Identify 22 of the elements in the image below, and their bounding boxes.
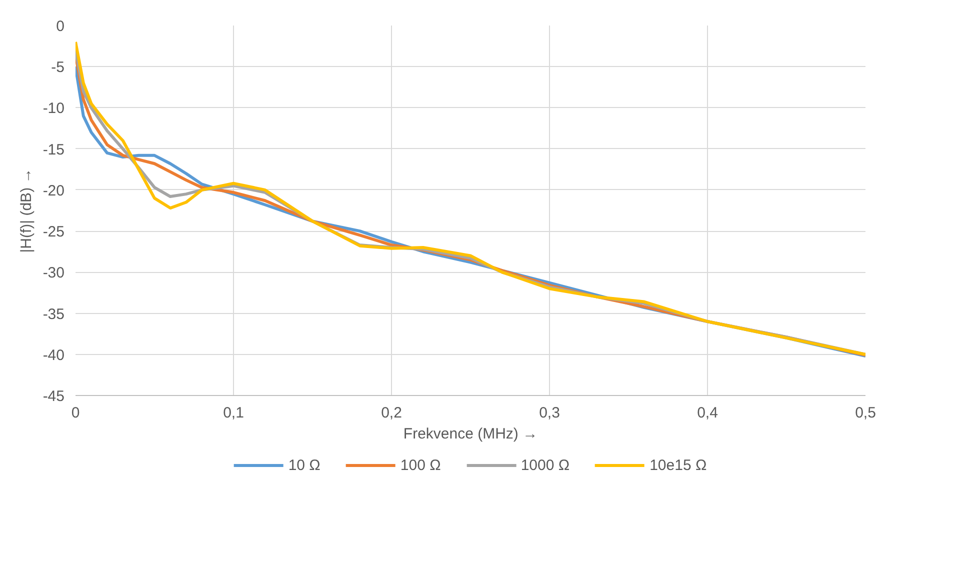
legend-label: 1000 Ω — [520, 456, 570, 474]
y-tick-label: -5 — [51, 59, 65, 76]
y-tick-label: -20 — [42, 182, 65, 200]
y-tick-label: -35 — [42, 306, 65, 323]
y-tick-label: -15 — [42, 141, 65, 158]
y-tick-label: -25 — [42, 224, 65, 241]
x-tick-label: 0,1 — [223, 404, 244, 422]
y-tick-label: 0 — [56, 18, 64, 35]
x-tick-label: 0,3 — [539, 404, 560, 422]
y-tick-label: -30 — [42, 264, 65, 282]
legend-label: 100 Ω — [400, 456, 441, 474]
legend-label: 10 Ω — [288, 456, 320, 474]
x-tick-label: 0 — [71, 404, 80, 422]
x-tick-label: 0,2 — [381, 404, 402, 422]
x-tick-label: 0,4 — [697, 404, 718, 422]
y-tick-label: -40 — [42, 346, 65, 364]
y-axis-title: |H(f)| (dB) → — [18, 168, 35, 253]
y-tick-label: -10 — [42, 100, 65, 118]
y-tick-label: -45 — [42, 388, 65, 405]
x-axis-title: Frekvence (MHz) → — [403, 426, 538, 442]
x-tick-label: 0,5 — [855, 404, 876, 422]
legend-label: 10e15 Ω — [650, 456, 707, 474]
